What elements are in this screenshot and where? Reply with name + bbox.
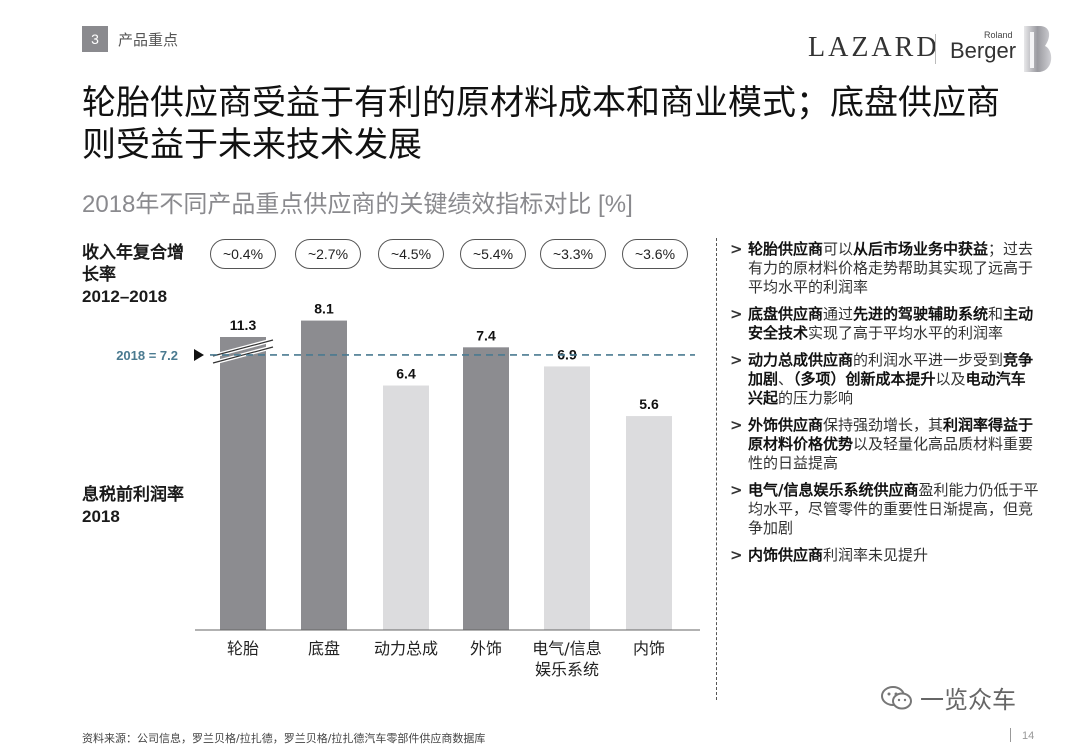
bullet-text: 以及 [935, 370, 966, 388]
wechat-icon [881, 685, 912, 709]
section-label: 产品重点 [118, 30, 179, 49]
roland-berger-b-icon [1024, 26, 1052, 72]
axis-break-marker [212, 346, 274, 364]
bar-value-label: 8.1 [314, 301, 334, 317]
bullet-text: 盈利能力仍低于平均水平，尽管零件的重要性日渐提高，但竞争加剧 [748, 481, 1039, 537]
bar-3 [383, 385, 429, 630]
bullet-emphasis: 电动汽车兴起 [748, 370, 1026, 407]
bullet-text: 的利润水平进一步受到 [853, 351, 1004, 369]
bullet-text: ；过去有力的原材料价格走势帮助其实现了远高于平均水平的利润率 [748, 240, 1034, 296]
category-label: 内饰 [594, 638, 704, 659]
insight-bullet: 外饰供应商保持强劲增长，其利润率得益于原材料价格优势以及轻量化高品质材料重要性的… [730, 416, 1040, 473]
section-tag: 3 产品重点 [82, 26, 178, 52]
bullet-emphasis: 底盘供应商 [748, 305, 824, 323]
cagr-label-line1: 收入年复合增 [82, 243, 184, 263]
category-label-line: 外饰 [469, 639, 502, 658]
insight-bullet: 电气/信息娱乐系统供应商盈利能力仍低于平均水平，尽管零件的重要性日渐提高，但竞争… [730, 481, 1040, 538]
bar-6 [626, 416, 672, 630]
footer-divider [1010, 728, 1011, 742]
bullet-text: 、 [778, 370, 794, 388]
bullet-emphasis: 电气/信息娱乐系统供应商 [748, 481, 919, 499]
logo-divider [935, 34, 936, 64]
ebit-label-line1: 息税前利润率 [82, 485, 184, 505]
axis-break-marker [212, 339, 274, 357]
cagr-label-line2: 长率 [82, 265, 116, 285]
bullet-text: 的压力影响 [778, 389, 854, 407]
category-label-line: 动力总成 [373, 639, 438, 658]
cagr-pill: ~2.7% [295, 239, 361, 269]
bar-1 [220, 337, 266, 630]
category-label-line: 内饰 [632, 639, 665, 658]
bullet-text: 以及轻量化高品质材料重要性的日益提高 [748, 435, 1034, 472]
category-label-line: 电气/信息 [532, 639, 602, 658]
cagr-label-years: 2012–2018 [82, 287, 168, 306]
berger-logo-text: Berger [950, 38, 1017, 63]
bar-value-label: 7.4 [476, 327, 496, 343]
bullet-emphasis: 外饰供应商 [748, 416, 824, 434]
bullet-text: 和 [988, 305, 1004, 323]
bar-value-label: 6.9 [557, 346, 577, 362]
ebit-label: 息税前利润率 2018 [82, 484, 184, 528]
bar-value-label: 5.6 [639, 396, 659, 412]
cagr-pill: ~5.4% [460, 239, 526, 269]
cagr-pill: ~3.6% [622, 239, 688, 269]
chart-subtitle: 2018年不同产品重点供应商的关键绩效指标对比 [%] [82, 191, 633, 218]
cagr-label: 收入年复合增 长率 2012–2018 [82, 242, 184, 308]
category-label: 底盘 [269, 638, 379, 659]
bar-value-label: 11.3 [230, 317, 257, 333]
cagr-pill: ~3.3% [540, 239, 606, 269]
bullet-text: 利润率未见提升 [823, 546, 929, 564]
category-label: 外饰 [431, 638, 541, 659]
bar-value-label: 6.4 [396, 366, 416, 382]
bullet-emphasis: 内饰供应商 [748, 546, 824, 564]
cagr-pill: ~0.4% [210, 239, 276, 269]
roland-logo-text: Roland [984, 30, 1013, 40]
bar-2 [301, 320, 347, 630]
insight-bullet: 底盘供应商通过先进的驾驶辅助系统和主动安全技术实现了高于平均水平的利润率 [730, 305, 1040, 343]
bar-4 [463, 347, 509, 630]
category-label: 轮胎 [188, 638, 298, 659]
bullet-emphasis: 先进的驾驶辅助系统 [853, 305, 989, 323]
watermark-text: 一览众车 [920, 686, 1016, 714]
bullet-emphasis: 动力总成供应商 [748, 351, 854, 369]
ebit-label-years: 2018 [82, 507, 120, 526]
category-label: 动力总成 [351, 638, 461, 659]
bullet-text: 通过 [823, 305, 854, 323]
bullet-emphasis: 主动安全技术 [748, 305, 1034, 342]
insight-bullet: 轮胎供应商可以从后市场业务中获益；过去有力的原材料价格走势帮助其实现了远高于平均… [730, 240, 1040, 297]
cagr-pill: ~4.5% [378, 239, 444, 269]
bullet-emphasis: 轮胎供应商 [748, 240, 824, 258]
lazard-logo: LAZARD [808, 32, 940, 63]
vertical-divider [716, 238, 717, 700]
bar-5 [544, 366, 590, 630]
bullet-emphasis: 竞争加剧 [748, 351, 1034, 388]
reference-arrow-icon [194, 348, 204, 361]
section-number: 3 [82, 26, 108, 52]
bullet-emphasis: 利润率得益于原材料价格优势 [748, 416, 1034, 453]
category-label: 电气/信息娱乐系统 [512, 638, 622, 680]
category-label-line: 轮胎 [226, 639, 259, 658]
bullet-emphasis: 从后市场业务中获益 [853, 240, 989, 258]
ebit-bar-chart: 11.3 8.1 6.4 7.4 6.9 5.6 2018 = 7.2 [116, 301, 700, 631]
page-title: 轮胎供应商受益于有利的原材料成本和商业模式；底盘供应商则受益于未来技术发展 [82, 83, 1000, 165]
insight-bullet: 动力总成供应商的利润水平进一步受到竞争加剧、（多项）创新成本提升以及电动汽车兴起… [730, 351, 1040, 408]
bullet-text: 实现了高于平均水平的利润率 [808, 324, 1004, 342]
category-label-line: 底盘 [307, 639, 340, 658]
source-note: 资料来源：公司信息，罗兰贝格/拉扎德，罗兰贝格/拉扎德汽车零部件供应商数据库 [82, 732, 486, 745]
watermark: 一览众车 [880, 680, 1016, 715]
insight-bullet: 内饰供应商利润率未见提升 [730, 546, 1040, 565]
bullet-text: 可以 [823, 240, 854, 258]
category-label-line: 娱乐系统 [534, 660, 599, 679]
page-number: 14 [1022, 730, 1035, 742]
bullet-text: 保持强劲增长，其 [823, 416, 944, 434]
bullet-emphasis: （多项）创新成本提升 [793, 370, 936, 388]
reference-line-label: 2018 = 7.2 [116, 348, 178, 363]
insight-bullets: 轮胎供应商可以从后市场业务中获益；过去有力的原材料价格走势帮助其实现了远高于平均… [730, 240, 1040, 573]
